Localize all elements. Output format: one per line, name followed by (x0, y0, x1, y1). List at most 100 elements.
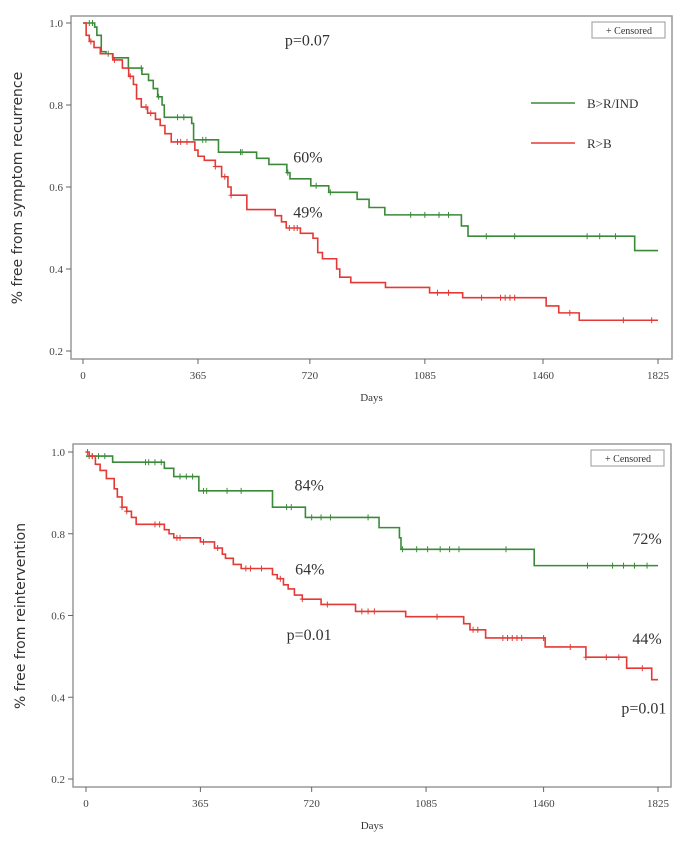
censored-mark (85, 449, 91, 455)
censored-mark (318, 514, 324, 521)
censored-mark (285, 169, 291, 176)
censored-mark (222, 173, 228, 180)
censored-mark (507, 294, 513, 301)
censored-mark (89, 20, 95, 26)
x-tick-label: 0 (80, 370, 86, 382)
annotation: p=0.01 (621, 700, 666, 717)
censored-mark (620, 317, 626, 324)
censored-mark (157, 521, 163, 528)
censored-mark (500, 634, 506, 641)
y-tick-label: 0.2 (51, 774, 65, 786)
plot-frame (70, 15, 673, 360)
censored-mark (505, 634, 511, 641)
censored-mark (175, 114, 181, 121)
y-tick-label: 0.4 (49, 264, 63, 276)
series-line-b-r-ind (86, 455, 658, 567)
censored-legend-box (590, 449, 665, 467)
y-tick-label: 1.0 (51, 447, 65, 459)
y-tick-label: 0.6 (49, 182, 63, 194)
censored-mark (288, 504, 294, 511)
x-tick-label: 1085 (414, 370, 437, 382)
censored-mark (203, 136, 209, 143)
censored-mark (127, 73, 133, 80)
censored-mark (158, 459, 164, 466)
censored-mark (434, 613, 440, 620)
censored-mark (567, 309, 573, 316)
annotation: 49% (293, 205, 322, 222)
censored-mark (143, 104, 149, 111)
censored-mark (610, 562, 616, 569)
censored-mark (138, 65, 144, 72)
x-tick-label: 1825 (647, 798, 670, 810)
series-line-b-r-ind (83, 22, 658, 252)
censored-mark (512, 294, 518, 301)
x-tick-label: 365 (192, 798, 209, 810)
censored-mark (359, 608, 365, 615)
censored-mark (541, 634, 547, 641)
censored-mark (152, 521, 158, 528)
censored-mark (612, 233, 618, 240)
censored-mark (434, 289, 440, 296)
x-axis-label: Days (361, 820, 384, 832)
censored-mark (365, 514, 371, 521)
censored-mark (183, 473, 189, 480)
censored-mark (631, 562, 637, 569)
censored-mark (514, 634, 520, 641)
annotation: 60% (293, 149, 322, 166)
censored-mark (248, 565, 254, 572)
censored-mark (479, 294, 485, 301)
censored-mark (96, 453, 102, 460)
y-axis-label: % free from reintervention (13, 523, 29, 709)
censored-mark (88, 38, 94, 45)
censored-mark (277, 575, 283, 582)
symptom-recurrence-chart: 0 365 720 1085 1460 1825 0.2 0.4 0.6 0.8 1.0 Days % … (10, 15, 673, 404)
censored-mark (400, 546, 406, 553)
censored-mark (294, 225, 300, 231)
censored-mark (224, 487, 230, 494)
censored-mark (259, 565, 265, 572)
censored-mark (621, 562, 627, 569)
censored-mark (181, 114, 187, 121)
censored-mark (177, 534, 183, 541)
censored-mark (201, 538, 207, 545)
x-tick-label: 1825 (647, 370, 670, 382)
x-tick-label: 720 (302, 370, 319, 382)
x-tick-label: 1460 (533, 798, 556, 810)
censored-legend-label: + Censored (605, 454, 651, 465)
censored-mark (470, 626, 476, 633)
y-tick-label: 0.6 (51, 611, 65, 623)
censored-mark (327, 189, 333, 196)
censored-mark (584, 233, 590, 240)
censored-mark (456, 546, 462, 553)
censored-mark (567, 643, 573, 650)
x-tick-label: 1085 (415, 798, 438, 810)
censored-mark (215, 545, 221, 552)
annotation: 84% (294, 478, 323, 495)
annotation: p=0.07 (285, 32, 330, 49)
censored-mark (503, 546, 509, 553)
annotation: 44% (632, 631, 661, 648)
censored-mark (583, 654, 589, 661)
censored-mark (309, 514, 315, 521)
censored-mark (616, 654, 622, 661)
censored-mark (644, 562, 650, 569)
censored-mark (212, 163, 218, 170)
censored-mark (649, 317, 655, 324)
y-tick-label: 0.4 (51, 692, 65, 704)
y-tick-label: 0.8 (49, 100, 63, 112)
censored-mark (177, 473, 183, 480)
censored-mark (284, 504, 290, 511)
censored-mark (445, 211, 451, 218)
censored-mark (414, 546, 420, 553)
annotation: p=0.01 (287, 627, 332, 644)
legend-label: R>B (587, 136, 612, 151)
censored-mark (238, 487, 244, 494)
censored-mark (152, 459, 158, 466)
censored-mark (286, 225, 292, 231)
annotation: 72% (632, 531, 661, 548)
y-axis-label: % free from symptom recurrence (10, 72, 26, 304)
censored-mark (204, 487, 210, 494)
censored-mark (422, 211, 428, 218)
censored-mark (639, 665, 645, 672)
censored-mark (425, 546, 431, 553)
